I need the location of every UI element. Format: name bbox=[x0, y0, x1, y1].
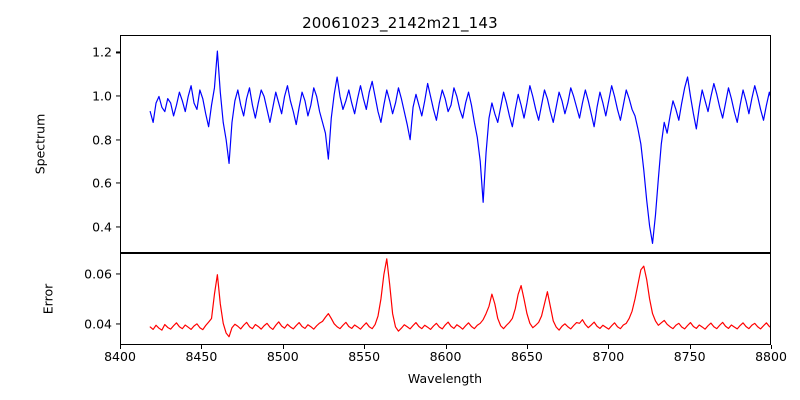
x-tick-label: 8750 bbox=[673, 349, 706, 364]
x-tick-label: 8550 bbox=[348, 349, 381, 364]
error-line bbox=[149, 258, 770, 338]
x-tick-label: 8650 bbox=[510, 349, 543, 364]
x-tick-mark bbox=[526, 345, 528, 349]
spectrum-ytick-label: 0.6 bbox=[92, 175, 112, 191]
error-panel bbox=[120, 253, 771, 345]
x-tick-mark bbox=[771, 345, 773, 349]
x-tick-label: 8400 bbox=[104, 349, 136, 364]
error-plot-area bbox=[149, 258, 770, 338]
x-tick-mark bbox=[689, 345, 691, 349]
x-tick-mark bbox=[445, 345, 447, 349]
spectrum-ytick-label: 0.8 bbox=[92, 132, 112, 148]
x-tick-mark bbox=[282, 345, 284, 349]
chart-title: 20061023_2142m21_143 bbox=[302, 14, 498, 32]
spectrum-ytick-label: 1.0 bbox=[92, 88, 112, 104]
x-tick-label: 8450 bbox=[185, 349, 218, 364]
x-tick-label: 8800 bbox=[755, 349, 787, 364]
x-tick-label: 8600 bbox=[429, 349, 462, 364]
spectrum-ytick-label: 0.4 bbox=[92, 219, 112, 235]
x-tick-mark bbox=[608, 345, 610, 349]
x-tick-mark bbox=[364, 345, 366, 349]
x-tick-label: 8500 bbox=[266, 349, 299, 364]
x-axis-label: Wavelength bbox=[407, 371, 483, 386]
x-tick-label: 8700 bbox=[592, 349, 625, 364]
spectrum-line bbox=[149, 50, 770, 244]
spectrum-ytick-label: 1.2 bbox=[92, 44, 112, 60]
spectrum-panel bbox=[120, 35, 771, 253]
x-tick-mark bbox=[201, 345, 203, 349]
error-ytick-label: 0.04 bbox=[84, 316, 112, 332]
spectrum-plot-area bbox=[149, 50, 770, 244]
error-ytick-label: 0.06 bbox=[84, 266, 112, 282]
error-y-axis-label: Error bbox=[40, 283, 56, 315]
x-tick-mark bbox=[120, 345, 122, 349]
spectrum-y-axis-label: Spectrum bbox=[32, 113, 48, 175]
